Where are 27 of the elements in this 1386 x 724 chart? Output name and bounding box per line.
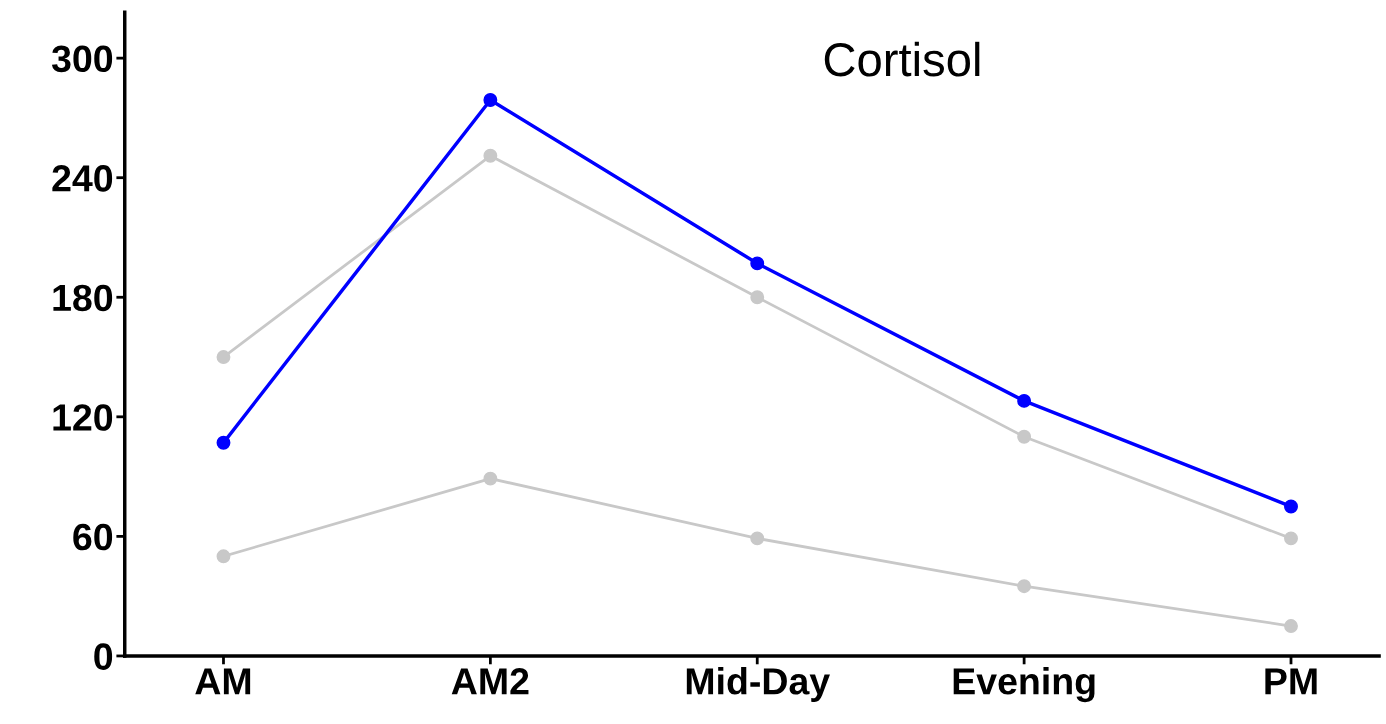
x-tick-label: AM: [195, 668, 251, 695]
y-tick-label: 300: [51, 45, 113, 73]
point: [1284, 619, 1298, 633]
point: [1017, 429, 1032, 444]
y-tick-label: 180: [53, 284, 113, 312]
point: [216, 549, 231, 564]
x-tick-label: PM: [1265, 668, 1317, 695]
point: [750, 256, 765, 271]
y-tick-label: 120: [53, 404, 113, 431]
x-tick-label: AM2: [451, 668, 529, 695]
point: [216, 350, 231, 364]
point: [483, 148, 498, 163]
point: [483, 93, 498, 107]
y-tick-label: 60: [73, 523, 113, 551]
point: [1017, 579, 1032, 594]
point: [750, 531, 765, 546]
x-tick-label: Evening: [953, 667, 1095, 703]
point: [1017, 393, 1032, 408]
point: [750, 290, 765, 305]
point: [483, 471, 498, 486]
x-tick-label: Mid-Day: [686, 667, 830, 703]
y-tick-label: 240: [52, 165, 113, 192]
point: [1284, 531, 1298, 546]
point: [216, 435, 231, 450]
y-tick-label: 0: [94, 643, 113, 670]
chart-title: Cortisol: [824, 41, 980, 77]
point: [1284, 499, 1298, 514]
